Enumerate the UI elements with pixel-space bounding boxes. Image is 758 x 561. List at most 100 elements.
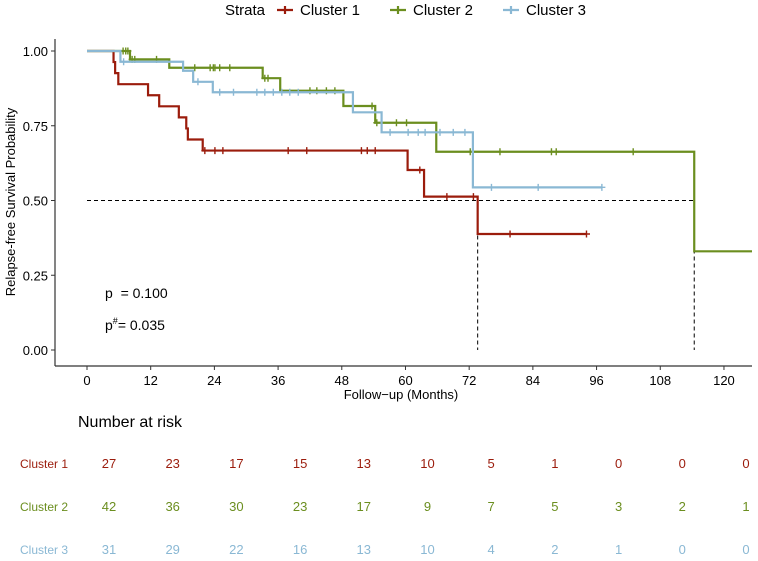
censor-mark xyxy=(269,88,277,96)
censor-mark xyxy=(216,88,224,96)
censor-mark xyxy=(368,102,376,110)
risk-count: 13 xyxy=(357,456,371,471)
risk-count: 5 xyxy=(488,456,495,471)
censor-mark xyxy=(404,128,412,136)
x-axis-label: Follow−up (Months) xyxy=(344,387,459,402)
risk-count: 0 xyxy=(679,456,686,471)
y-tick-label: 0.25 xyxy=(23,268,48,283)
censor-mark xyxy=(261,88,269,96)
censor-mark xyxy=(416,166,424,174)
x-tick-label: 60 xyxy=(398,373,412,388)
risk-count: 0 xyxy=(615,456,622,471)
legend-key xyxy=(390,6,406,14)
censor-mark xyxy=(216,64,224,72)
x-tick-label: 84 xyxy=(526,373,540,388)
legend-title: Strata xyxy=(225,2,266,19)
risk-count: 9 xyxy=(424,499,431,514)
risk-count: 7 xyxy=(488,499,495,514)
risk-count: 13 xyxy=(357,542,371,557)
risk-count: 1 xyxy=(742,499,749,514)
risk-count: 10 xyxy=(420,456,434,471)
legend-label: Cluster 1 xyxy=(300,2,360,19)
censor-mark xyxy=(201,147,209,155)
x-tick-label: 48 xyxy=(335,373,349,388)
series-2 xyxy=(87,47,752,253)
legend-label: Cluster 3 xyxy=(526,2,586,19)
legend-item-3: Cluster 3 xyxy=(503,2,586,19)
y-tick-label: 0.50 xyxy=(23,194,48,209)
y-tick-label: 0.75 xyxy=(23,119,48,134)
censor-mark xyxy=(598,183,606,191)
censor-mark xyxy=(414,128,422,136)
legend: Strata Cluster 1 Cluster 2 Cluster 3 xyxy=(225,2,586,19)
x-tick-label: 36 xyxy=(271,373,285,388)
risk-count: 17 xyxy=(229,456,243,471)
censor-mark xyxy=(506,230,514,238)
censor-mark xyxy=(443,193,451,201)
censor-mark xyxy=(286,88,294,96)
risk-count: 15 xyxy=(293,456,307,471)
risk-count: 22 xyxy=(229,542,243,557)
censor-mark xyxy=(194,78,202,86)
x-tick-label: 24 xyxy=(207,373,221,388)
risk-count: 36 xyxy=(165,499,179,514)
risk-count: 23 xyxy=(293,499,307,514)
risk-row-1: Cluster 1 27 23 17 15 13 10 5 1 0 0 0 xyxy=(20,456,750,471)
risk-count: 27 xyxy=(102,456,116,471)
legend-item-1: Cluster 1 xyxy=(277,2,360,19)
risk-count: 0 xyxy=(742,542,749,557)
x-tick-label: 72 xyxy=(462,373,476,388)
risk-count: 4 xyxy=(488,542,495,557)
p-hash-annotation: p#= 0.035 xyxy=(105,316,165,333)
censor-mark xyxy=(421,128,429,136)
risk-count: 42 xyxy=(102,499,116,514)
risk-table-title: Number at risk xyxy=(78,414,183,431)
censor-mark xyxy=(629,148,637,156)
risk-count: 29 xyxy=(165,542,179,557)
censor-mark xyxy=(357,147,365,155)
censor-mark xyxy=(582,230,590,238)
survival-curve xyxy=(87,49,587,236)
censor-mark xyxy=(487,183,495,191)
risk-count: 10 xyxy=(420,542,434,557)
risk-count: 0 xyxy=(679,542,686,557)
censor-mark xyxy=(226,64,234,72)
survival-curve xyxy=(87,49,752,253)
risk-row-label: Cluster 2 xyxy=(20,500,68,514)
survival-curve xyxy=(87,49,602,189)
risk-count: 16 xyxy=(293,542,307,557)
censor-mark xyxy=(552,148,560,156)
censor-mark xyxy=(534,183,542,191)
series-3 xyxy=(87,49,606,191)
censor-mark xyxy=(469,193,477,201)
censor-mark xyxy=(230,88,238,96)
censor-mark xyxy=(386,128,394,136)
risk-count: 31 xyxy=(102,542,116,557)
risk-count: 30 xyxy=(229,499,243,514)
censor-mark xyxy=(284,147,292,155)
censor-mark xyxy=(253,88,261,96)
legend-key xyxy=(277,6,293,14)
risk-row-label: Cluster 3 xyxy=(20,543,68,557)
legend-label: Cluster 2 xyxy=(413,2,473,19)
y-tick-label: 1.00 xyxy=(23,44,48,59)
censor-mark xyxy=(219,147,227,155)
censor-mark xyxy=(294,88,302,96)
risk-count: 5 xyxy=(551,499,558,514)
legend-key xyxy=(503,6,519,14)
risk-count: 1 xyxy=(615,542,622,557)
risk-row-3: Cluster 3 31 29 22 16 13 10 4 2 1 0 0 xyxy=(20,542,750,557)
censor-mark xyxy=(264,74,272,82)
x-tick-label: 120 xyxy=(713,373,735,388)
risk-count: 2 xyxy=(679,499,686,514)
risk-count: 17 xyxy=(357,499,371,514)
censor-mark xyxy=(363,147,371,155)
series-1 xyxy=(87,49,590,238)
risk-count: 0 xyxy=(742,456,749,471)
x-tick-label: 12 xyxy=(143,373,157,388)
censor-mark xyxy=(392,119,400,127)
p-value-annotation: p = 0.100 xyxy=(105,285,168,301)
censor-mark xyxy=(373,119,381,127)
y-tick-label: 0.00 xyxy=(23,343,48,358)
